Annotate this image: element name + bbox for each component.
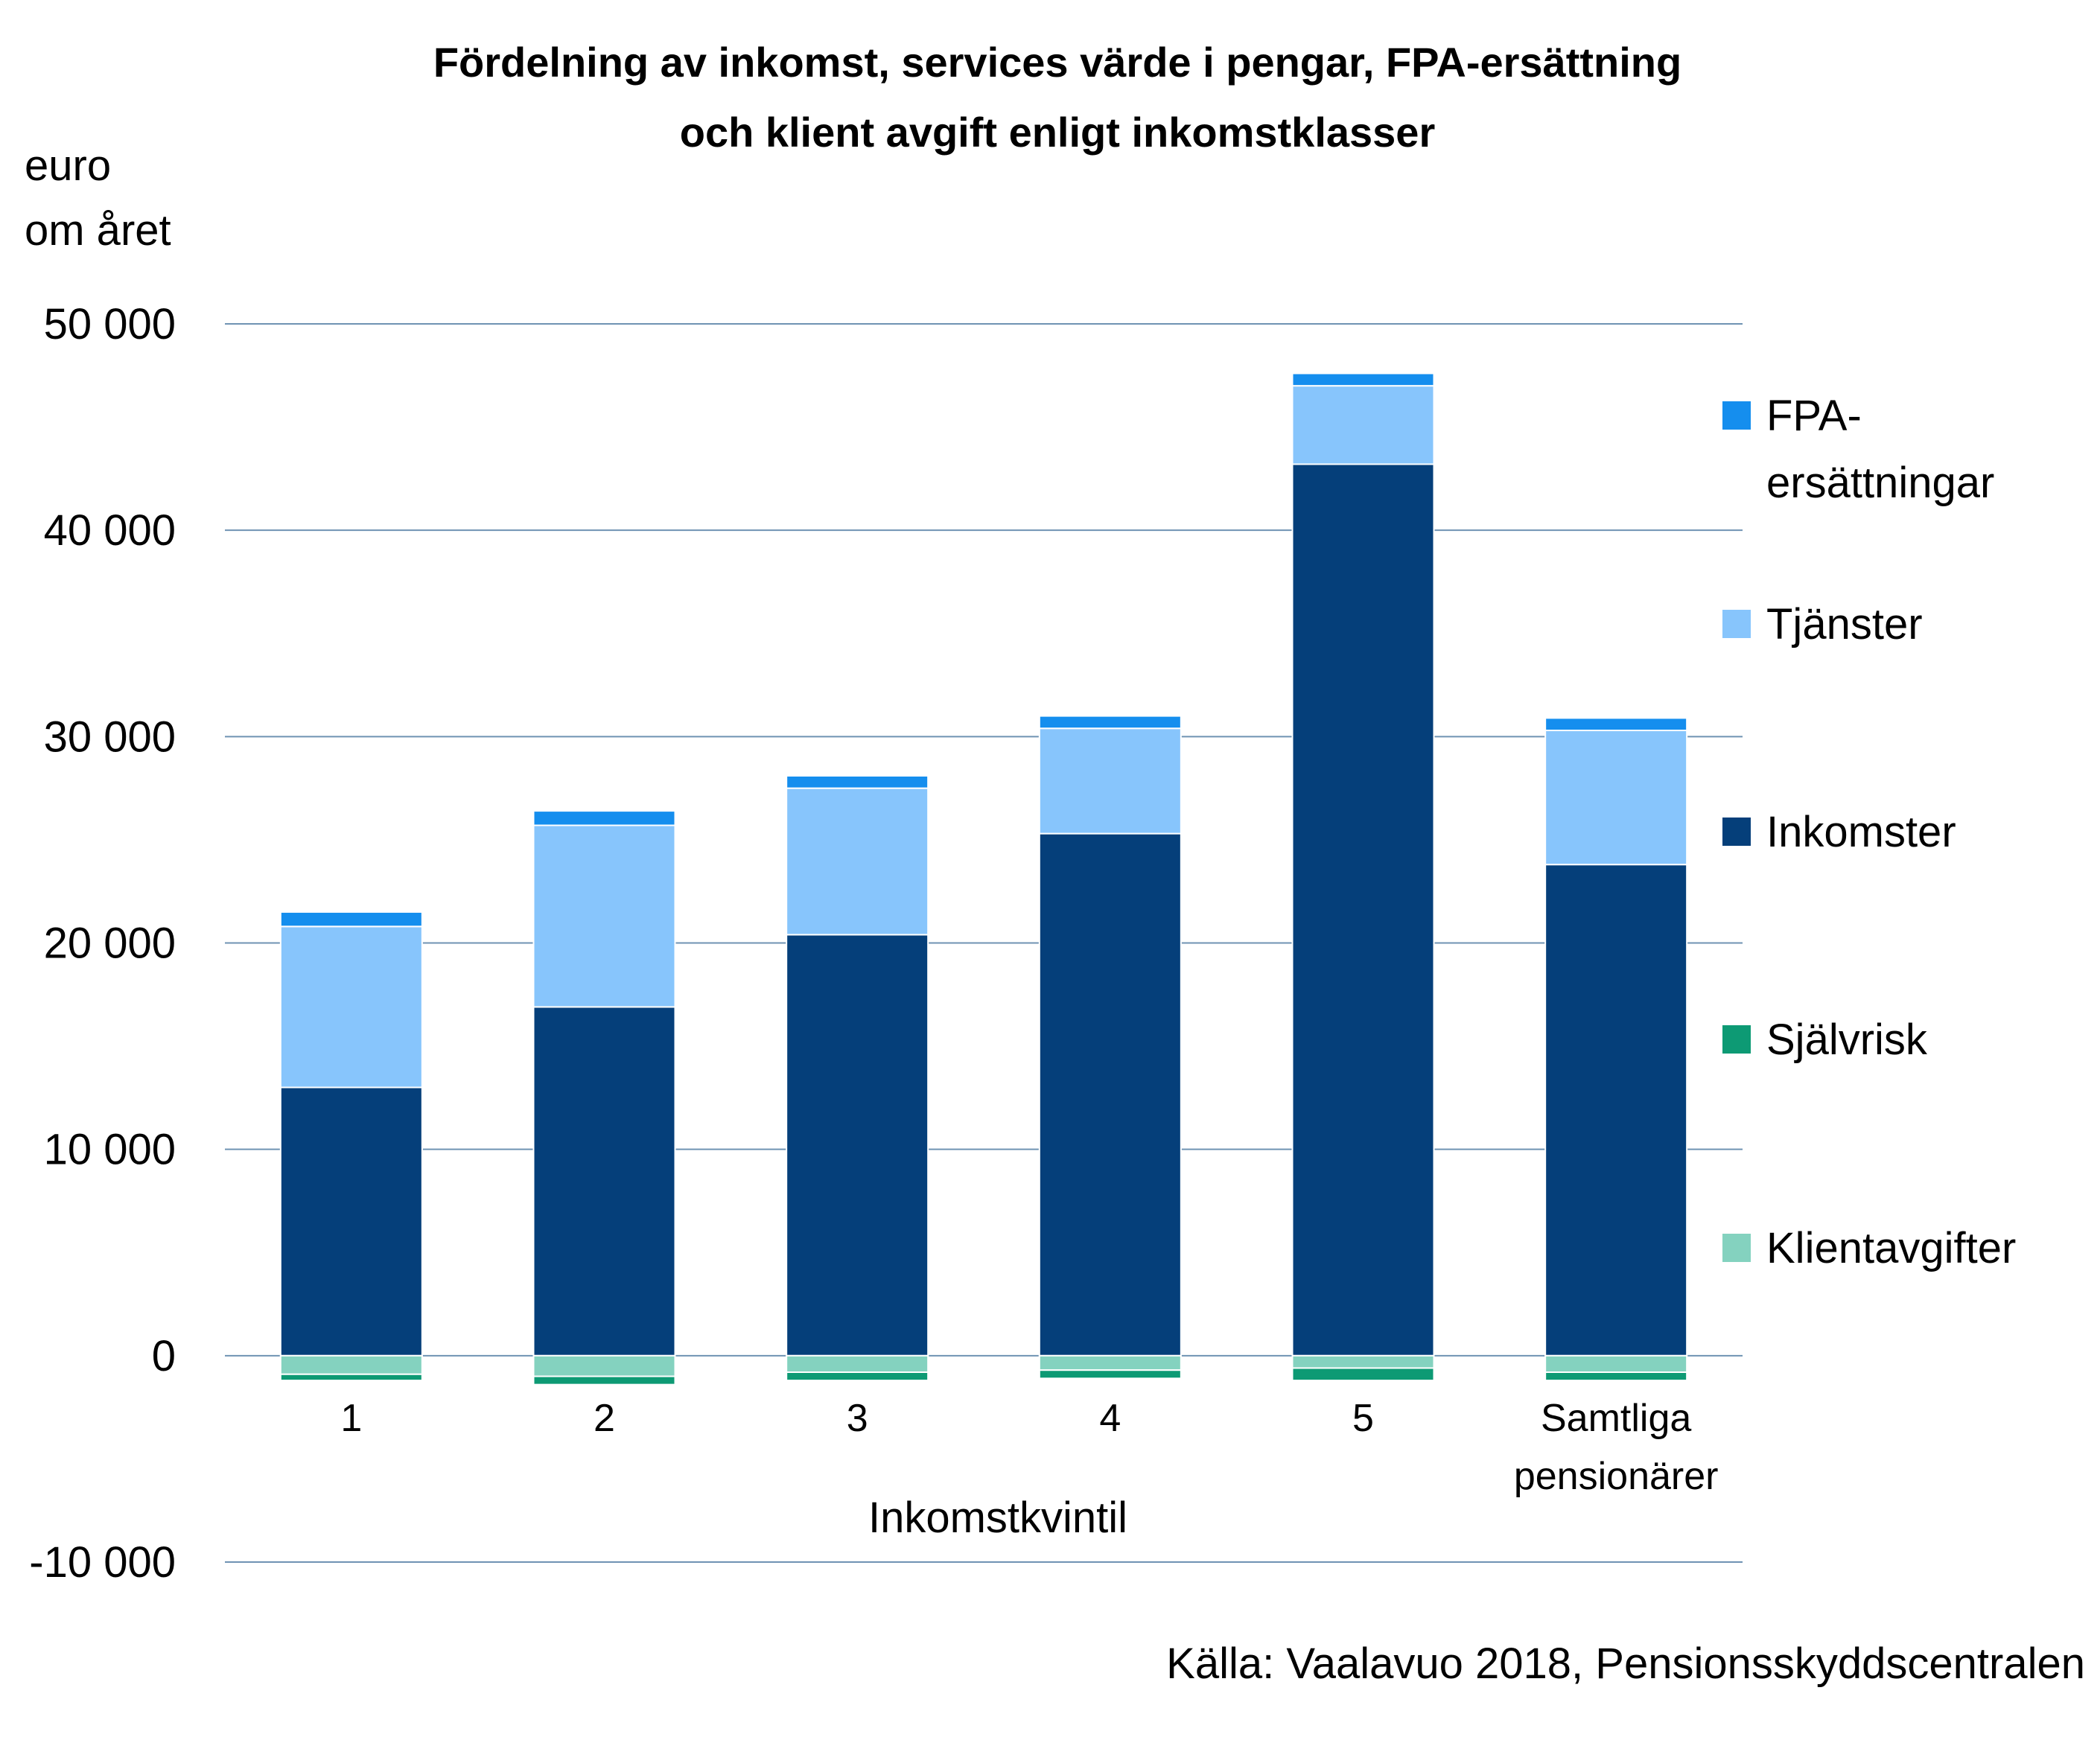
chart-title: Fördelning av inkomst, services värde i … (433, 39, 1681, 156)
x-tick-label: Samtliga (1541, 1397, 1691, 1440)
legend-swatch (1722, 1025, 1751, 1054)
bar-segment (1544, 730, 1688, 866)
bar-segment (279, 1086, 423, 1357)
y-tick-label: 50 000 (44, 300, 176, 348)
bar-segment (1291, 372, 1435, 387)
bar-segment (1544, 1354, 1688, 1374)
source-note: Källa: Vaalavuo 2018, Pensionsskyddscent… (1166, 1639, 2085, 1688)
bar-segment (1291, 463, 1435, 1357)
legend-label: Självrisk (1766, 1016, 1928, 1064)
bar-segment (1038, 832, 1182, 1357)
legend-swatch (1722, 610, 1751, 638)
gridlines (225, 323, 1743, 1563)
bar-segment (786, 1371, 929, 1382)
y-axis-label-line: euro (25, 141, 111, 190)
bar-segment (1544, 1371, 1688, 1382)
legend-swatch (1722, 401, 1751, 430)
bar-segment (786, 1354, 929, 1374)
legend-label: Inkomster (1766, 808, 1956, 856)
y-tick-label: -10 000 (29, 1538, 176, 1587)
bar-segment (786, 787, 929, 936)
x-tick-label: 1 (340, 1397, 362, 1440)
bar-segment (1038, 715, 1182, 730)
y-tick-label: 10 000 (44, 1126, 176, 1174)
bar-segment (1038, 727, 1182, 835)
legend: FPA-ersättningar Tjänster Inkomster Självri… (1722, 392, 2016, 1272)
y-tick-label: 40 000 (44, 506, 176, 555)
x-tick-label: 2 (594, 1397, 615, 1440)
legend-swatch (1722, 818, 1751, 846)
bar-segment (532, 1375, 676, 1386)
bar-segment (786, 934, 929, 1357)
y-tick-label: 20 000 (44, 920, 176, 968)
x-tick-label: 5 (1352, 1397, 1374, 1440)
bar-segment (1291, 385, 1435, 465)
y-axis-label: euro om året (25, 141, 171, 255)
legend-label: Klientavgifter (1766, 1224, 2016, 1272)
x-tick-label: 3 (847, 1397, 868, 1440)
x-tick-labels: 1 2 3 4 5 Samtliga pensionärer (340, 1397, 1718, 1498)
y-tick-labels: 50 000 40 000 30 000 20 000 10 000 0 -10 000 (29, 300, 176, 1587)
bar-segment (1544, 717, 1688, 732)
bar-segment (1038, 1354, 1182, 1371)
bars (279, 372, 1688, 1386)
y-tick-label: 0 (152, 1332, 176, 1380)
bar-segment (1291, 1354, 1435, 1369)
bar-segment (532, 1354, 676, 1377)
bar-segment (532, 824, 676, 1008)
bar-segment (279, 1373, 423, 1382)
bar-segment (1291, 1367, 1435, 1382)
x-axis-label: Inkomstkvintil (868, 1494, 1127, 1542)
bar-segment (1038, 1369, 1182, 1380)
bar-segment (279, 925, 423, 1089)
y-tick-label: 30 000 (44, 713, 176, 761)
bar-segment (532, 810, 676, 826)
bar-segment (279, 911, 423, 928)
x-tick-label: pensionärer (1514, 1455, 1719, 1498)
chart-title-line: och klient avgift enligt inkomstklasser (680, 109, 1436, 156)
legend-label: Tjänster (1766, 600, 1923, 648)
bar-segment (532, 1006, 676, 1357)
chart-title-line: Fördelning av inkomst, services värde i … (433, 39, 1681, 86)
legend-label: FPA- (1766, 392, 1862, 440)
bar-segment (1544, 864, 1688, 1357)
y-axis-label-line: om året (25, 206, 171, 255)
legend-label: ersättningar (1766, 459, 1994, 507)
bar-segment (786, 774, 929, 789)
x-tick-label: 4 (1099, 1397, 1121, 1440)
bar-segment (279, 1354, 423, 1375)
legend-swatch (1722, 1234, 1751, 1262)
